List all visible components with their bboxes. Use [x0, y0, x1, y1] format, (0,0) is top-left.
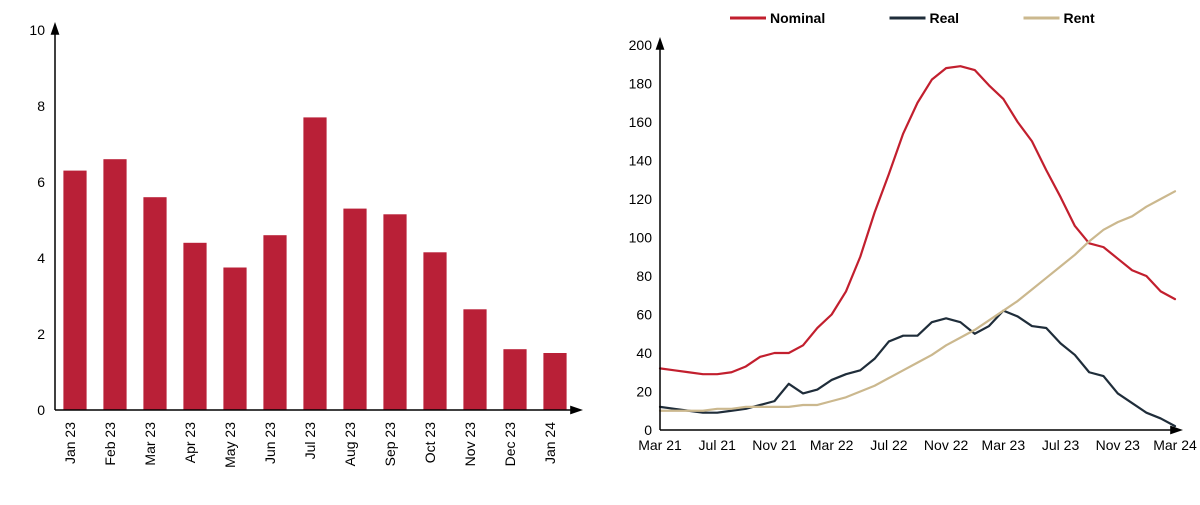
figure-svg: 0 2 4 6 8 10 Jan 23 Feb 23 Mar 23 Apr 23 May 23 Jun…: [0, 0, 1200, 505]
line-x-axis-arrow: [1170, 426, 1183, 435]
bar: [383, 214, 406, 410]
line-xtick-label: Mar 21: [638, 437, 682, 453]
bar: [223, 268, 246, 411]
bar: [463, 309, 486, 410]
bar: [423, 252, 446, 410]
legend-label: Nominal: [770, 10, 825, 26]
bar-xtick-label: Jul 23: [302, 422, 318, 460]
line-ytick-label: 40: [636, 345, 652, 361]
line-ytick-label: 180: [629, 76, 653, 92]
bar: [543, 353, 566, 410]
line-xtick-label: Jul 22: [870, 437, 908, 453]
line-ytick-label: 160: [629, 114, 653, 130]
bar: [103, 159, 126, 410]
line-y-axis-arrow: [656, 37, 665, 50]
line-xtick-label: Mar 23: [982, 437, 1026, 453]
bar: [143, 197, 166, 410]
bar-chart: 0 2 4 6 8 10 Jan 23 Feb 23 Mar 23 Apr 23 May 23 Jun…: [29, 22, 583, 468]
bar-xtick-label: Jan 24: [542, 422, 558, 464]
line-xtick-label: Nov 21: [752, 437, 797, 453]
line-xtick-label: Mar 22: [810, 437, 854, 453]
line-ytick-label: 200: [629, 37, 653, 53]
line-ytick-label: 80: [636, 268, 652, 284]
line-xtick-label: Jul 21: [699, 437, 737, 453]
figure-wrap: 0 2 4 6 8 10 Jan 23 Feb 23 Mar 23 Apr 23 May 23 Jun…: [0, 0, 1200, 505]
bar-ytick-label: 2: [37, 326, 45, 342]
bar-xtick-label: Sep 23: [382, 422, 398, 467]
line-ytick-label: 120: [629, 191, 653, 207]
line-ytick-label: 140: [629, 153, 653, 169]
bar: [503, 349, 526, 410]
bar-y-axis-arrow: [51, 22, 60, 35]
legend-label: Rent: [1064, 10, 1095, 26]
line-ytick-label: 0: [644, 422, 652, 438]
legend-label: Real: [930, 10, 960, 26]
bar-xtick-label: Aug 23: [342, 422, 358, 467]
bar-xtick-label: Nov 23: [462, 422, 478, 467]
bar-ytick-label: 10: [29, 22, 45, 38]
bar-ytick-label: 6: [37, 174, 45, 190]
series-rent: [660, 191, 1175, 410]
bar: [63, 171, 86, 410]
series-nominal: [660, 66, 1175, 374]
line-xtick-label: Jul 23: [1042, 437, 1080, 453]
line-ytick-label: 60: [636, 307, 652, 323]
bar-xtick-label: Dec 23: [502, 422, 518, 467]
bar-ytick-label: 4: [37, 250, 45, 266]
bar: [183, 243, 206, 410]
legend: Nominal Real Rent: [730, 10, 1095, 26]
bar-xtick-label: Jan 23: [62, 422, 78, 464]
bar: [343, 209, 366, 410]
line-chart: Nominal Real Rent 0 20 40 60 80 100 120 140 160 180 2…: [629, 10, 1197, 453]
bar-xtick-label: May 23: [222, 422, 238, 468]
line-xtick-label: Mar 24: [1153, 437, 1197, 453]
line-xtick-label: Nov 22: [924, 437, 969, 453]
bar-xtick-label: Feb 23: [102, 422, 118, 466]
bar-xtick-label: Apr 23: [182, 422, 198, 463]
bar-xtick-label: Oct 23: [422, 422, 438, 463]
line-xtick-label: Nov 23: [1096, 437, 1141, 453]
bar-ytick-label: 0: [37, 402, 45, 418]
line-ytick-label: 100: [629, 230, 653, 246]
bar: [303, 117, 326, 410]
bar-ytick-label: 8: [37, 98, 45, 114]
bar-x-axis-arrow: [570, 406, 583, 415]
bar-xtick-label: Mar 23: [142, 422, 158, 466]
bar-xtick-label: Jun 23: [262, 422, 278, 464]
bar: [263, 235, 286, 410]
line-ytick-label: 20: [636, 384, 652, 400]
